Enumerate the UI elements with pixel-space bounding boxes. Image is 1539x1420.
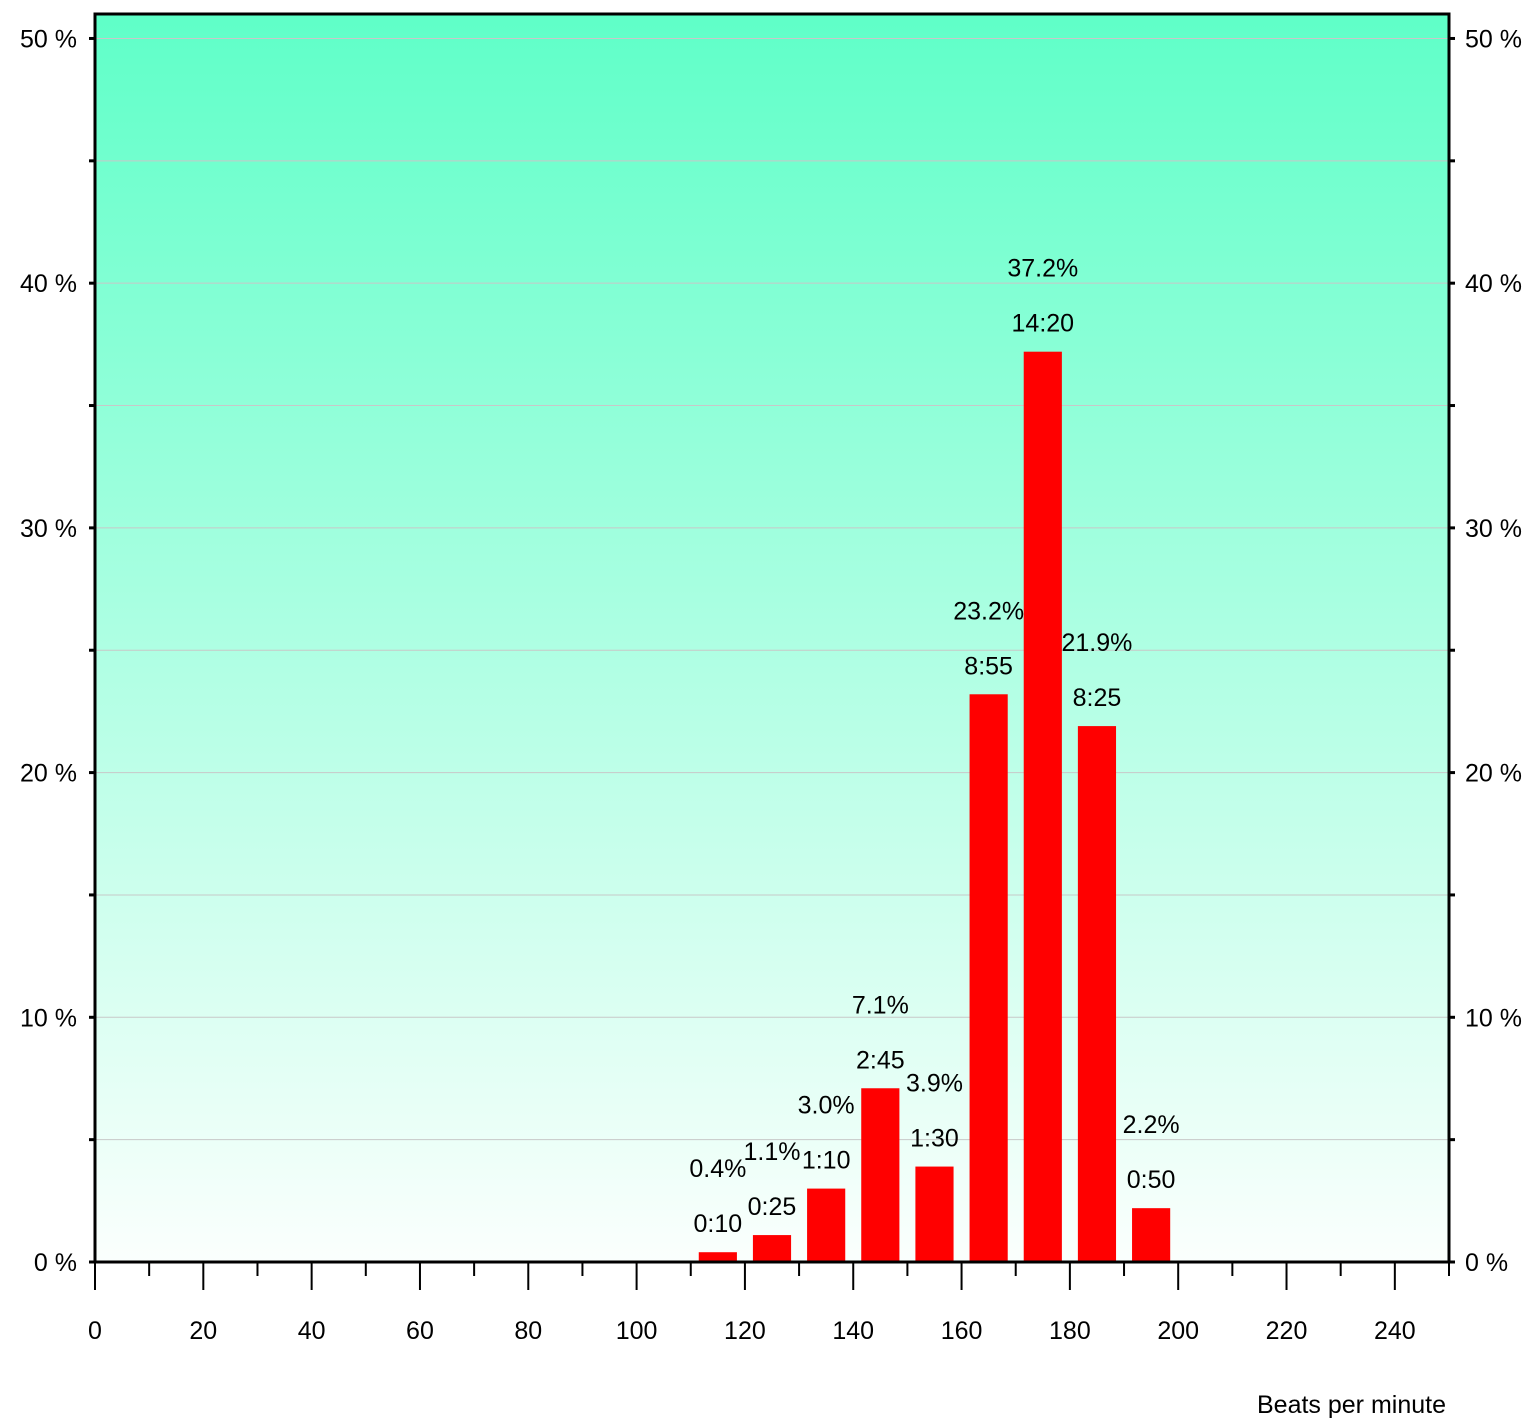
bar-percent-label: 23.2% [953, 597, 1024, 625]
x-tick-label: 180 [1049, 1317, 1091, 1345]
y-tick-label-right: 40 % [1465, 270, 1522, 298]
plot-background [95, 14, 1449, 1262]
bar-time-label: 14:20 [1012, 310, 1075, 338]
bar-time-label: 2:45 [856, 1046, 905, 1074]
bar-percent-label: 1.1% [744, 1138, 801, 1166]
y-tick-label-right: 20 % [1465, 760, 1522, 788]
gridlines [95, 37, 1449, 1141]
x-tick-label: 140 [832, 1317, 874, 1345]
plot-frame [93, 12, 1451, 1264]
x-tick-label: 80 [514, 1317, 542, 1345]
y-tick-label-left: 10 % [20, 1004, 77, 1032]
x-tick-label: 60 [406, 1317, 434, 1345]
y-tick-label-left: 40 % [20, 270, 77, 298]
bar-time-label: 0:10 [694, 1210, 743, 1238]
bar [752, 1235, 792, 1262]
x-tick-label: 40 [298, 1317, 326, 1345]
bar-percent-label: 21.9% [1062, 629, 1133, 657]
y-tick-label-left: 50 % [20, 25, 77, 53]
bar-time-label: 0:50 [1127, 1166, 1176, 1194]
bar-time-label: 1:30 [910, 1125, 959, 1153]
x-tick-label: 200 [1157, 1317, 1199, 1345]
bars [698, 351, 1171, 1263]
y-tick-label-right: 50 % [1465, 25, 1522, 53]
bar-percent-label: 0.4% [689, 1155, 746, 1183]
bar [698, 1252, 737, 1262]
y-tick-label-right: 30 % [1465, 515, 1522, 543]
bar-percent-label: 3.0% [798, 1092, 855, 1120]
x-tick-label: 160 [941, 1317, 983, 1345]
bar-percent-label: 3.9% [906, 1070, 963, 1098]
bar [969, 694, 1008, 1262]
bar [1132, 1208, 1171, 1262]
bar [861, 1088, 900, 1262]
bar-percent-label: 2.2% [1123, 1111, 1180, 1139]
bar-time-label: 8:25 [1073, 684, 1122, 712]
bar-percent-label: 37.2% [1007, 255, 1078, 283]
bar-time-label: 0:25 [748, 1193, 797, 1221]
x-tick-label: 120 [724, 1317, 766, 1345]
y-tick-label-left: 20 % [20, 760, 77, 788]
bar-time-label: 8:55 [964, 652, 1013, 680]
bar [1077, 726, 1117, 1262]
bar-time-label: 1:10 [802, 1147, 851, 1175]
x-tick-label: 0 [88, 1317, 102, 1345]
y-tick-label-right: 0 % [1465, 1249, 1508, 1277]
y-tick-label-right: 10 % [1465, 1004, 1522, 1032]
bar-percent-label: 7.1% [852, 991, 909, 1019]
y-tick-label-left: 0 % [34, 1249, 77, 1277]
x-tick-label: 240 [1374, 1317, 1416, 1345]
x-tick-label: 220 [1266, 1317, 1308, 1345]
axes: 0 % 0 % 10 % 10 % 20 % 20 % 30 % 30 % 40 % 40 % 50… [20, 12, 1522, 1345]
bar [807, 1188, 846, 1262]
bar [1023, 351, 1062, 1263]
x-tick-label: 20 [189, 1317, 217, 1345]
x-tick-label: 100 [616, 1317, 658, 1345]
bar [915, 1166, 954, 1262]
x-axis-title: Beats per minute [1257, 1391, 1446, 1419]
data-labels: 0.4% 0:10 1.1% 0:25 3.0% 1:10 7.1% 2:453.9% 1:30… [689, 255, 1179, 1239]
y-tick-label-left: 30 % [20, 515, 77, 543]
